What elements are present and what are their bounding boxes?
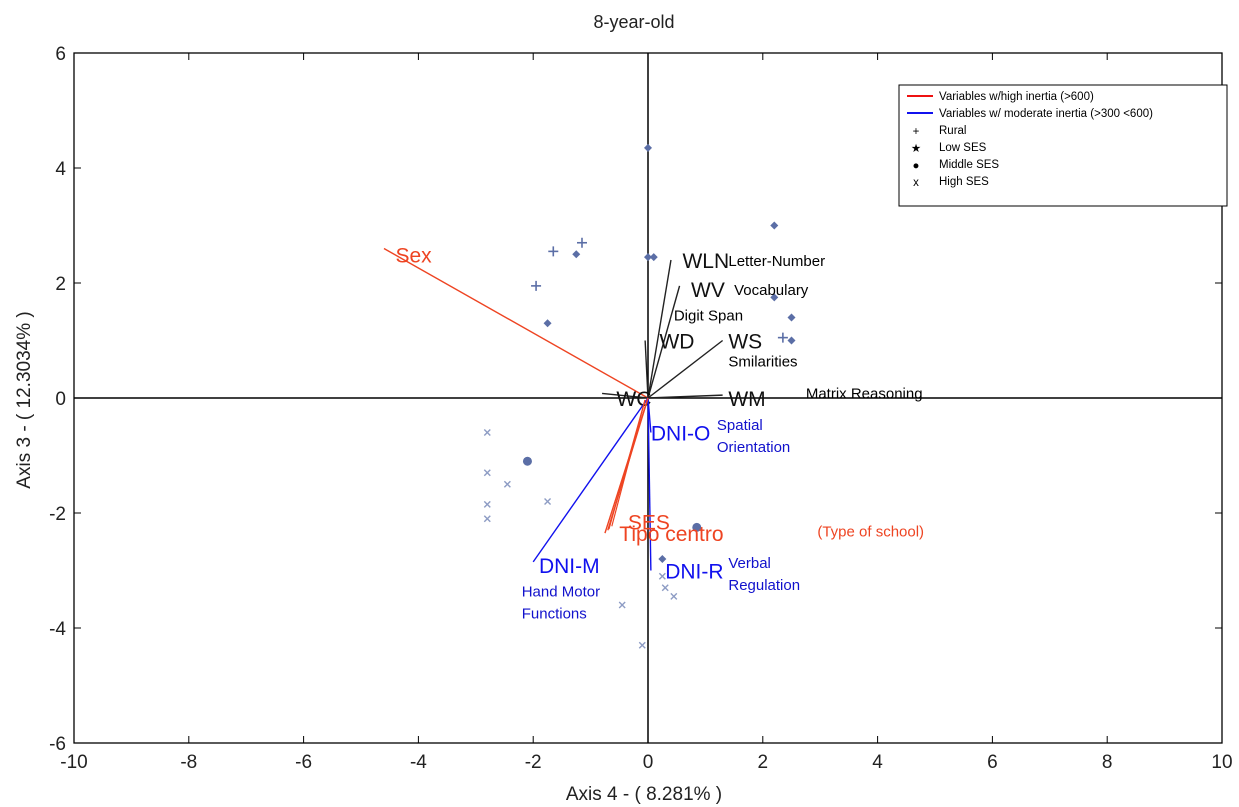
- legend-label-variables-w-moderate-inertia-300-600: Variables w/ moderate inertia (>300 <600…: [939, 108, 1153, 120]
- x-tick-label: 6: [987, 752, 998, 773]
- vector-label-wln: WLN: [682, 250, 729, 273]
- vector-label-wv: WV: [691, 279, 725, 302]
- y-tick-label: -2: [49, 504, 66, 525]
- vector-label-dni-m: DNI-M: [539, 555, 600, 578]
- vector-desc-ws: Smilarities: [728, 354, 797, 371]
- legend: Variables w/high inertia (>600) Variables…: [898, 84, 1228, 207]
- x-tick-label: 10: [1211, 752, 1232, 773]
- point-high-ses: [618, 601, 626, 609]
- vector-desc-wv: Vocabulary: [734, 282, 809, 299]
- vector-label-dni-r: DNI-R: [665, 561, 723, 584]
- point-low-ses: [787, 336, 796, 345]
- point-middle-ses: [692, 522, 702, 532]
- point-high-ses: [483, 515, 491, 523]
- vector-label-ws: WS: [728, 331, 762, 354]
- point-high-ses: [483, 429, 491, 436]
- vector-wc: [602, 392, 649, 399]
- x-tick-label: 8: [1102, 752, 1113, 773]
- y-tick-label: 6: [55, 44, 66, 65]
- vector-desc-wln: Letter-Number: [728, 253, 825, 270]
- vector-desc-dni-r: Verbal Regulation: [728, 555, 800, 594]
- point-low-ses: [644, 253, 652, 262]
- vector-label-wm: WM: [728, 388, 765, 411]
- vector-wv: [647, 285, 681, 399]
- y-tick-label: 4: [55, 159, 66, 180]
- y-tick-label: 0: [55, 389, 66, 410]
- y-axis-title: Axis 3 - ( 12.3034% ): [14, 311, 35, 488]
- point-high-ses: [483, 500, 491, 508]
- point-high-ses: [670, 592, 678, 600]
- x-tick-label: -4: [410, 752, 427, 773]
- vector-tipo-centro-shadow: [608, 399, 646, 530]
- point-rural: [576, 237, 587, 248]
- chart-title: 8-year-old: [593, 12, 674, 32]
- point-rural: [531, 280, 542, 291]
- point-high-ses: [503, 480, 511, 488]
- point-low-ses: [644, 143, 652, 152]
- point-rural: [777, 332, 788, 343]
- point-low-ses: [787, 313, 796, 322]
- x-tick-label: -2: [525, 752, 542, 773]
- point-high-ses: [658, 572, 666, 580]
- legend-marker-rural: +: [913, 126, 920, 138]
- vector-ws: [647, 339, 724, 399]
- x-tick-label: 4: [872, 752, 883, 773]
- vector-wln: [647, 259, 672, 399]
- point-low-ses: [770, 293, 779, 302]
- x-tick-label: 2: [758, 752, 769, 773]
- vector-desc-wd: Digit Span: [674, 308, 743, 325]
- vector-label-tipo-centro: Tipo centro: [619, 523, 723, 546]
- point-low-ses: [658, 555, 667, 563]
- point-low-ses: [649, 253, 658, 262]
- legend-label-high-ses: High SES: [939, 176, 989, 188]
- x-tick-label: -10: [60, 752, 87, 773]
- point-low-ses: [572, 250, 581, 259]
- point-low-ses: [770, 221, 779, 230]
- legend-label-low-ses: Low SES: [939, 142, 987, 154]
- vector-wd: [644, 340, 649, 399]
- point-middle-ses: [522, 456, 532, 466]
- y-tick-label: -4: [49, 619, 66, 640]
- vector-label-wd: WD: [659, 331, 694, 354]
- vector-label-ses: SES: [628, 512, 670, 535]
- y-tick-label: 2: [55, 274, 66, 295]
- vector-dni-m: [532, 397, 649, 563]
- vector-desc-wm: Matrix Reasoning: [806, 385, 923, 402]
- point-high-ses: [661, 584, 669, 592]
- point-low-ses: [543, 319, 552, 328]
- legend-marker-high-ses: x: [913, 177, 919, 189]
- vector-label-dni-o: DNI-O: [651, 423, 711, 446]
- legend-marker-low-ses: ★: [911, 143, 921, 155]
- legend-marker-middle-ses: ●: [913, 160, 920, 172]
- vector-wm: [647, 394, 723, 399]
- legend-label-rural: Rural: [939, 125, 966, 137]
- vector-dni-r: [647, 397, 652, 571]
- point-high-ses: [638, 641, 646, 649]
- vector-desc-dni-o: Spatial Orientation: [717, 417, 790, 456]
- point-high-ses: [544, 498, 552, 505]
- x-tick-label: -6: [295, 752, 312, 773]
- point-high-ses: [483, 469, 491, 477]
- x-tick-label: 0: [643, 752, 654, 773]
- vector-sex: [383, 247, 649, 399]
- legend-box: [898, 84, 1228, 207]
- vector-desc-dni-m: Hand Motor Functions: [522, 584, 600, 623]
- vector-desc-tipo-centro: (Type of school): [817, 523, 924, 540]
- vector-label-sex: Sex: [395, 244, 432, 267]
- x-tick-label: -8: [180, 752, 197, 773]
- y-tick-label: -6: [49, 734, 66, 755]
- legend-label-variables-w-high-inertia-600: Variables w/high inertia (>600): [939, 91, 1094, 103]
- legend-label-middle-ses: Middle SES: [939, 159, 999, 171]
- point-rural: [548, 246, 559, 257]
- x-axis-title: Axis 4 - ( 8.281% ): [566, 784, 722, 805]
- axis-ticks: -10 -8 -6 -4 -2 0 2 4 6 8 10 -6 -4 -2 0 2 4 6: [49, 44, 1232, 773]
